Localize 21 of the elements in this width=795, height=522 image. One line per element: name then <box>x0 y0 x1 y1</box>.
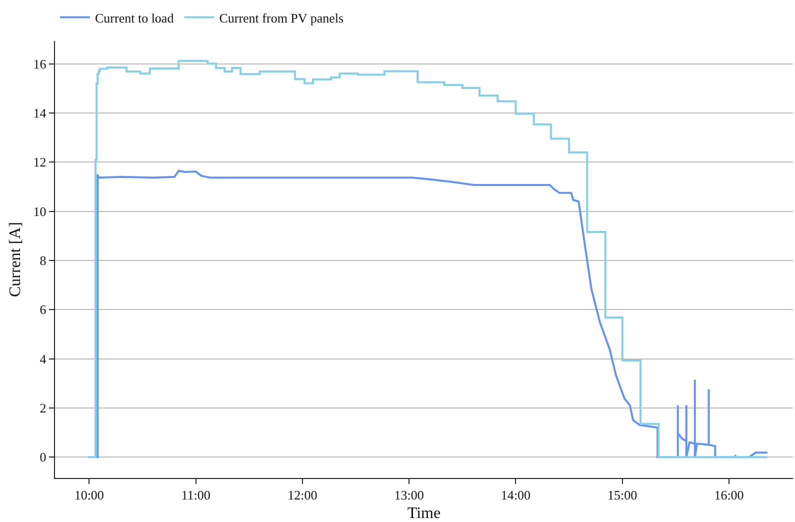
y-tick-label: 4 <box>40 351 47 366</box>
x-tick-label: 10:00 <box>74 488 104 503</box>
x-tick-label: 14:00 <box>500 488 531 503</box>
x-tick-label: 12:00 <box>288 488 318 503</box>
line-series <box>96 170 768 458</box>
y-tick-label: 14 <box>33 106 47 121</box>
x-tick-label: 11:00 <box>181 488 210 503</box>
y-tick-label: 0 <box>40 450 46 465</box>
y-tick-label: 6 <box>40 302 47 318</box>
x-tick-label: 16:00 <box>714 488 744 503</box>
y-tick-label: 16 <box>33 56 47 72</box>
y-tick-label: 8 <box>40 253 46 268</box>
x-tick-label: 15:00 <box>608 488 638 503</box>
legend-label: Current from PV panels <box>219 10 344 26</box>
x-axis-title: Time <box>407 505 441 522</box>
y-tick-label: 2 <box>40 400 46 416</box>
x-tick-label: 13:00 <box>394 488 424 503</box>
y-tick-label: 10 <box>33 204 46 219</box>
y-axis-title: Current [A] <box>7 222 24 298</box>
legend-label: Current to load <box>95 10 174 26</box>
y-tick-label: 12 <box>33 154 46 170</box>
